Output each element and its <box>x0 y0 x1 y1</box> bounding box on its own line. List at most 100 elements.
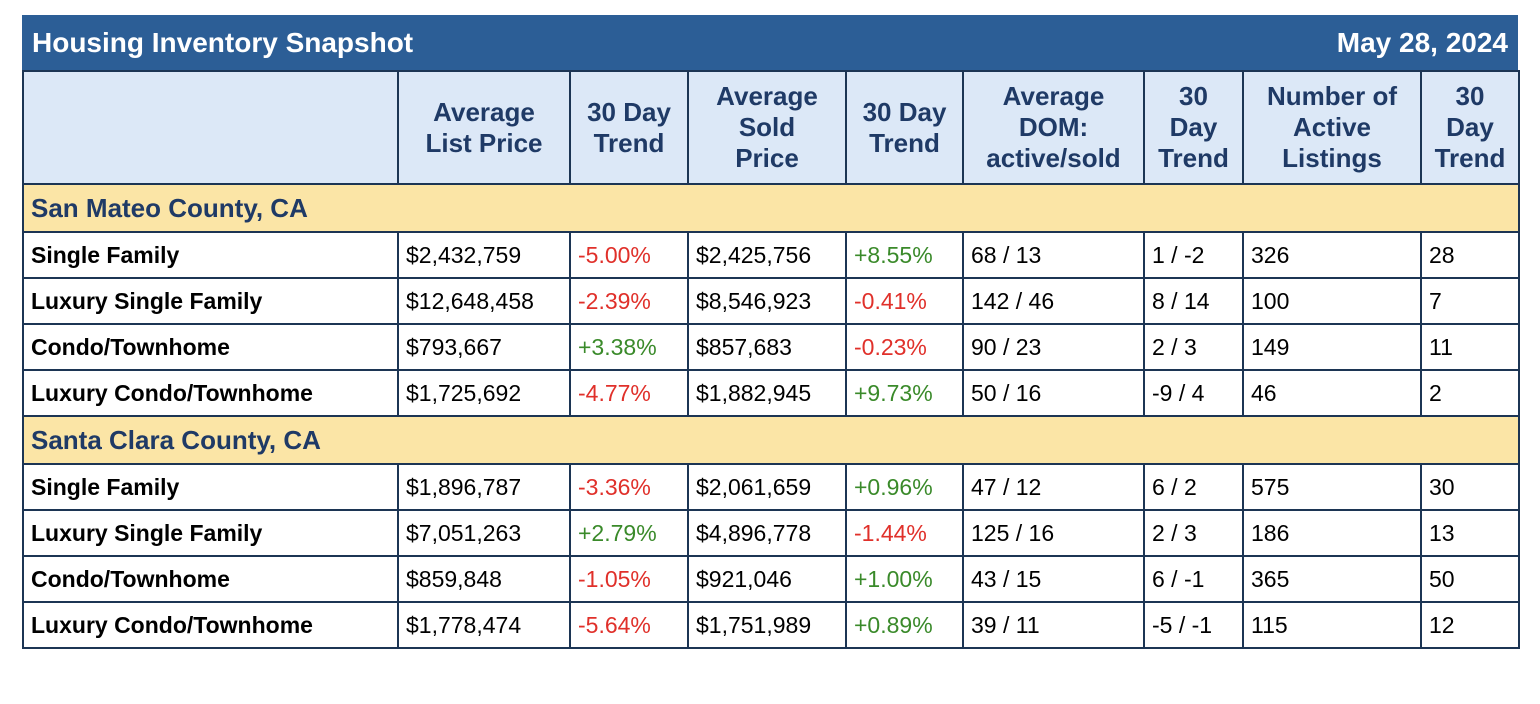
header-line: Trend <box>1434 143 1506 173</box>
column-header: 30 Day Trend <box>1143 70 1244 185</box>
cell: 2 <box>1420 369 1520 417</box>
row-label: Condo/Townhome <box>22 323 399 371</box>
cell: 125 / 16 <box>962 509 1145 557</box>
cell: 68 / 13 <box>962 231 1145 279</box>
cell: -5.64% <box>569 601 689 649</box>
header-line: 30 <box>1179 81 1208 111</box>
header-line: Trend <box>869 127 940 158</box>
cell: 12 <box>1420 601 1520 649</box>
row-label: Single Family <box>22 231 399 279</box>
header-row: Average List Price 30 Day Trend Average Sold P… <box>22 70 1520 185</box>
cell: +9.73% <box>845 369 964 417</box>
cell: 50 <box>1420 555 1520 603</box>
cell: $8,546,923 <box>687 277 847 325</box>
snapshot: Housing Inventory Snapshot May 28, 2024 … <box>22 15 1520 649</box>
cell: $1,751,989 <box>687 601 847 649</box>
cell: 90 / 23 <box>962 323 1145 371</box>
row-label: Condo/Townhome <box>22 555 399 603</box>
cell: $1,896,787 <box>397 463 571 511</box>
header-line: Average <box>433 96 535 127</box>
column-header: Number of Active Listings <box>1242 70 1422 185</box>
cell: +8.55% <box>845 231 964 279</box>
cell: 2 / 3 <box>1143 323 1244 371</box>
cell: $1,725,692 <box>397 369 571 417</box>
cell: -3.36% <box>569 463 689 511</box>
cell: -0.23% <box>845 323 964 371</box>
header-line: active/sold <box>986 143 1121 173</box>
header-line: 30 Day <box>862 96 947 127</box>
cell: 43 / 15 <box>962 555 1145 603</box>
cell: 39 / 11 <box>962 601 1145 649</box>
cell: $2,432,759 <box>397 231 571 279</box>
data-row: Luxury Single Family $12,648,458 -2.39% $8,… <box>22 277 1520 325</box>
cell: -5.00% <box>569 231 689 279</box>
header-line: Day <box>1169 112 1218 142</box>
cell: 115 <box>1242 601 1422 649</box>
header-line: Day <box>1446 112 1494 142</box>
data-row: Condo/Townhome $793,667 +3.38% $857,683 -0.2… <box>22 323 1520 371</box>
cell: -1.44% <box>845 509 964 557</box>
cell: 326 <box>1242 231 1422 279</box>
data-row: Single Family $2,432,759 -5.00% $2,425,756 +… <box>22 231 1520 279</box>
cell: 2 / 3 <box>1143 509 1244 557</box>
cell: $7,051,263 <box>397 509 571 557</box>
cell: $859,848 <box>397 555 571 603</box>
cell: +0.96% <box>845 463 964 511</box>
header-line: Average <box>716 81 818 111</box>
cell: +1.00% <box>845 555 964 603</box>
cell: -4.77% <box>569 369 689 417</box>
cell: +3.38% <box>569 323 689 371</box>
row-label: Single Family <box>22 463 399 511</box>
date: May 28, 2024 <box>1336 26 1508 58</box>
data-row: Luxury Single Family $7,051,263 +2.79% $4,8… <box>22 509 1520 557</box>
cell: $1,778,474 <box>397 601 571 649</box>
cell: $921,046 <box>687 555 847 603</box>
cell: 13 <box>1420 509 1520 557</box>
cell: +0.89% <box>845 601 964 649</box>
row-label: Luxury Single Family <box>22 277 399 325</box>
row-label: Luxury Single Family <box>22 509 399 557</box>
cell: -2.39% <box>569 277 689 325</box>
column-header <box>22 70 399 185</box>
title: Housing Inventory Snapshot <box>32 26 414 58</box>
title-bar: Housing Inventory Snapshot May 28, 2024 <box>22 15 1518 70</box>
column-header: 30 Day Trend <box>1420 70 1520 185</box>
cell: 30 <box>1420 463 1520 511</box>
cell: 8 / 14 <box>1143 277 1244 325</box>
header-line: Trend <box>1158 143 1229 173</box>
cell: -9 / 4 <box>1143 369 1244 417</box>
section-row: Santa Clara County, CA <box>22 415 1520 465</box>
cell: 11 <box>1420 323 1520 371</box>
cell: 149 <box>1242 323 1422 371</box>
cell: 6 / 2 <box>1143 463 1244 511</box>
cell: $12,648,458 <box>397 277 571 325</box>
data-row: Luxury Condo/Townhome $1,778,474 -5.64% $1,… <box>22 601 1520 649</box>
inventory-table: Average List Price 30 Day Trend Average Sold P… <box>22 70 1520 649</box>
header-line: Number of <box>1267 81 1397 111</box>
header-line: 30 <box>1455 81 1485 111</box>
cell: 365 <box>1242 555 1422 603</box>
cell: -5 / -1 <box>1143 601 1244 649</box>
column-header: Average List Price <box>397 70 571 185</box>
column-header: 30 Day Trend <box>569 70 689 185</box>
cell: 575 <box>1242 463 1422 511</box>
cell: +2.79% <box>569 509 689 557</box>
data-row: Single Family $1,896,787 -3.36% $2,061,659 +… <box>22 463 1520 511</box>
cell: 28 <box>1420 231 1520 279</box>
cell: $4,896,778 <box>687 509 847 557</box>
data-row: Condo/Townhome $859,848 -1.05% $921,046 +1.0… <box>22 555 1520 603</box>
cell: 186 <box>1242 509 1422 557</box>
data-row: Luxury Condo/Townhome $1,725,692 -4.77% $1,… <box>22 369 1520 417</box>
header-line: List Price <box>425 127 543 158</box>
header-line: Average <box>1002 81 1105 111</box>
cell: -1.05% <box>569 555 689 603</box>
cell: $1,882,945 <box>687 369 847 417</box>
header-line: Active <box>1292 112 1372 142</box>
row-label: Luxury Condo/Townhome <box>22 601 399 649</box>
cell: 1 / -2 <box>1143 231 1244 279</box>
header-line: Price <box>735 143 799 173</box>
header-line: Listings <box>1282 143 1382 173</box>
column-header: Average Sold Price <box>687 70 847 185</box>
cell: 46 <box>1242 369 1422 417</box>
